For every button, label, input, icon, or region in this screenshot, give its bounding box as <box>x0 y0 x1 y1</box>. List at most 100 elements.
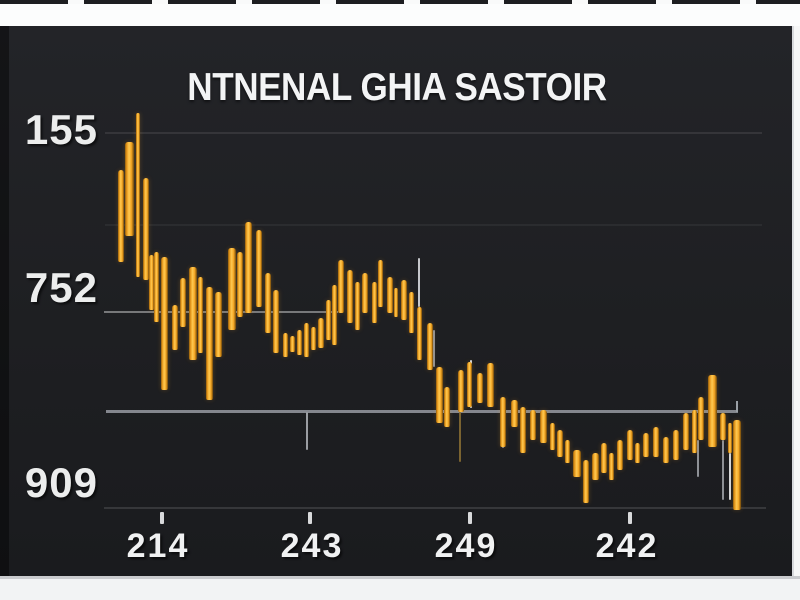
price-bar <box>409 292 414 333</box>
price-bar <box>417 307 422 360</box>
price-bar <box>540 410 547 443</box>
price-bar <box>720 413 726 440</box>
price-bar <box>511 400 518 427</box>
bottom-frame <box>0 579 800 600</box>
chart-title: NTNENAL GHIA SASTOIR <box>187 66 607 109</box>
price-bar <box>698 397 704 440</box>
price-bar <box>728 423 732 453</box>
price-bar <box>617 440 623 470</box>
price-wick <box>418 258 420 307</box>
price-bar <box>237 252 243 317</box>
price-bar <box>458 370 464 412</box>
price-bar <box>245 222 252 313</box>
price-bar <box>627 430 633 460</box>
price-bar <box>427 323 433 370</box>
price-bar <box>643 433 649 457</box>
top-frame <box>0 4 800 26</box>
price-bar <box>378 260 383 307</box>
price-bar <box>653 427 659 457</box>
price-bar <box>118 170 124 262</box>
price-bar <box>401 280 407 320</box>
price-bar <box>304 323 309 357</box>
price-bar <box>550 423 555 450</box>
price-bar <box>332 285 337 345</box>
price-bar <box>318 318 324 348</box>
price-bar <box>683 413 689 450</box>
price-wick <box>697 440 699 477</box>
x-axis-tick <box>160 512 164 524</box>
price-bar <box>154 252 159 322</box>
price-bar <box>143 178 149 280</box>
price-bar <box>198 277 203 353</box>
price-wick <box>729 453 731 500</box>
price-bar <box>487 363 494 407</box>
price-bar <box>372 282 377 323</box>
price-bar <box>206 287 213 400</box>
price-bar <box>338 260 344 313</box>
price-bar <box>311 327 316 350</box>
price-bar <box>387 277 393 313</box>
x-axis-label: 214 <box>126 527 190 565</box>
price-bar <box>326 300 331 340</box>
gridline <box>105 132 762 134</box>
price-wick <box>459 412 461 462</box>
price-bar <box>149 255 154 310</box>
price-bar <box>125 142 134 236</box>
price-wick <box>306 412 308 450</box>
price-bar <box>530 410 536 440</box>
price-bar <box>708 375 717 447</box>
price-wick <box>722 440 724 500</box>
price-bar <box>228 248 236 330</box>
price-bar <box>673 430 679 460</box>
price-bar <box>256 230 262 307</box>
price-bar <box>436 367 443 423</box>
price-bar <box>500 397 506 447</box>
x-axis-label: 242 <box>595 527 659 565</box>
price-bar <box>592 453 599 480</box>
price-bar <box>347 270 353 323</box>
x-axis-tick <box>628 512 632 524</box>
price-bar <box>565 440 570 463</box>
price-bar <box>601 443 607 473</box>
price-bar <box>692 410 697 453</box>
price-bar <box>477 373 483 403</box>
price-bar <box>180 278 186 327</box>
level-line-end-tick <box>736 401 738 412</box>
price-bar <box>557 430 563 457</box>
x-axis-tick <box>308 512 312 524</box>
panel-left-shade <box>0 26 9 576</box>
price-bar <box>297 330 302 355</box>
price-bar <box>444 387 450 427</box>
price-bar <box>394 288 398 317</box>
price-bar <box>609 453 614 480</box>
bottom-frame-line <box>0 576 800 579</box>
price-bar <box>172 305 178 350</box>
price-bar <box>663 437 669 463</box>
gridline <box>106 410 738 413</box>
price-bar <box>136 113 140 277</box>
price-bar <box>265 273 271 333</box>
price-bar <box>733 420 741 510</box>
price-bar <box>520 407 526 453</box>
y-axis-label: 752 <box>24 264 98 311</box>
gridline <box>105 224 762 226</box>
price-wick <box>433 330 435 367</box>
y-axis-label: 909 <box>24 459 98 506</box>
price-bar <box>161 257 168 390</box>
price-bar <box>283 333 288 357</box>
price-bar <box>573 450 581 477</box>
x-axis-label: 243 <box>280 527 344 565</box>
price-bar <box>355 282 360 330</box>
x-axis-tick <box>468 512 472 524</box>
price-bar <box>635 443 640 463</box>
top-edge-artifact <box>0 0 800 4</box>
price-bar <box>215 292 222 357</box>
price-bar <box>189 267 197 360</box>
price-bar <box>583 460 589 503</box>
x-axis-label: 249 <box>434 527 498 565</box>
y-axis-label: 155 <box>24 106 98 153</box>
gridline <box>104 507 766 509</box>
price-bar <box>467 362 472 407</box>
